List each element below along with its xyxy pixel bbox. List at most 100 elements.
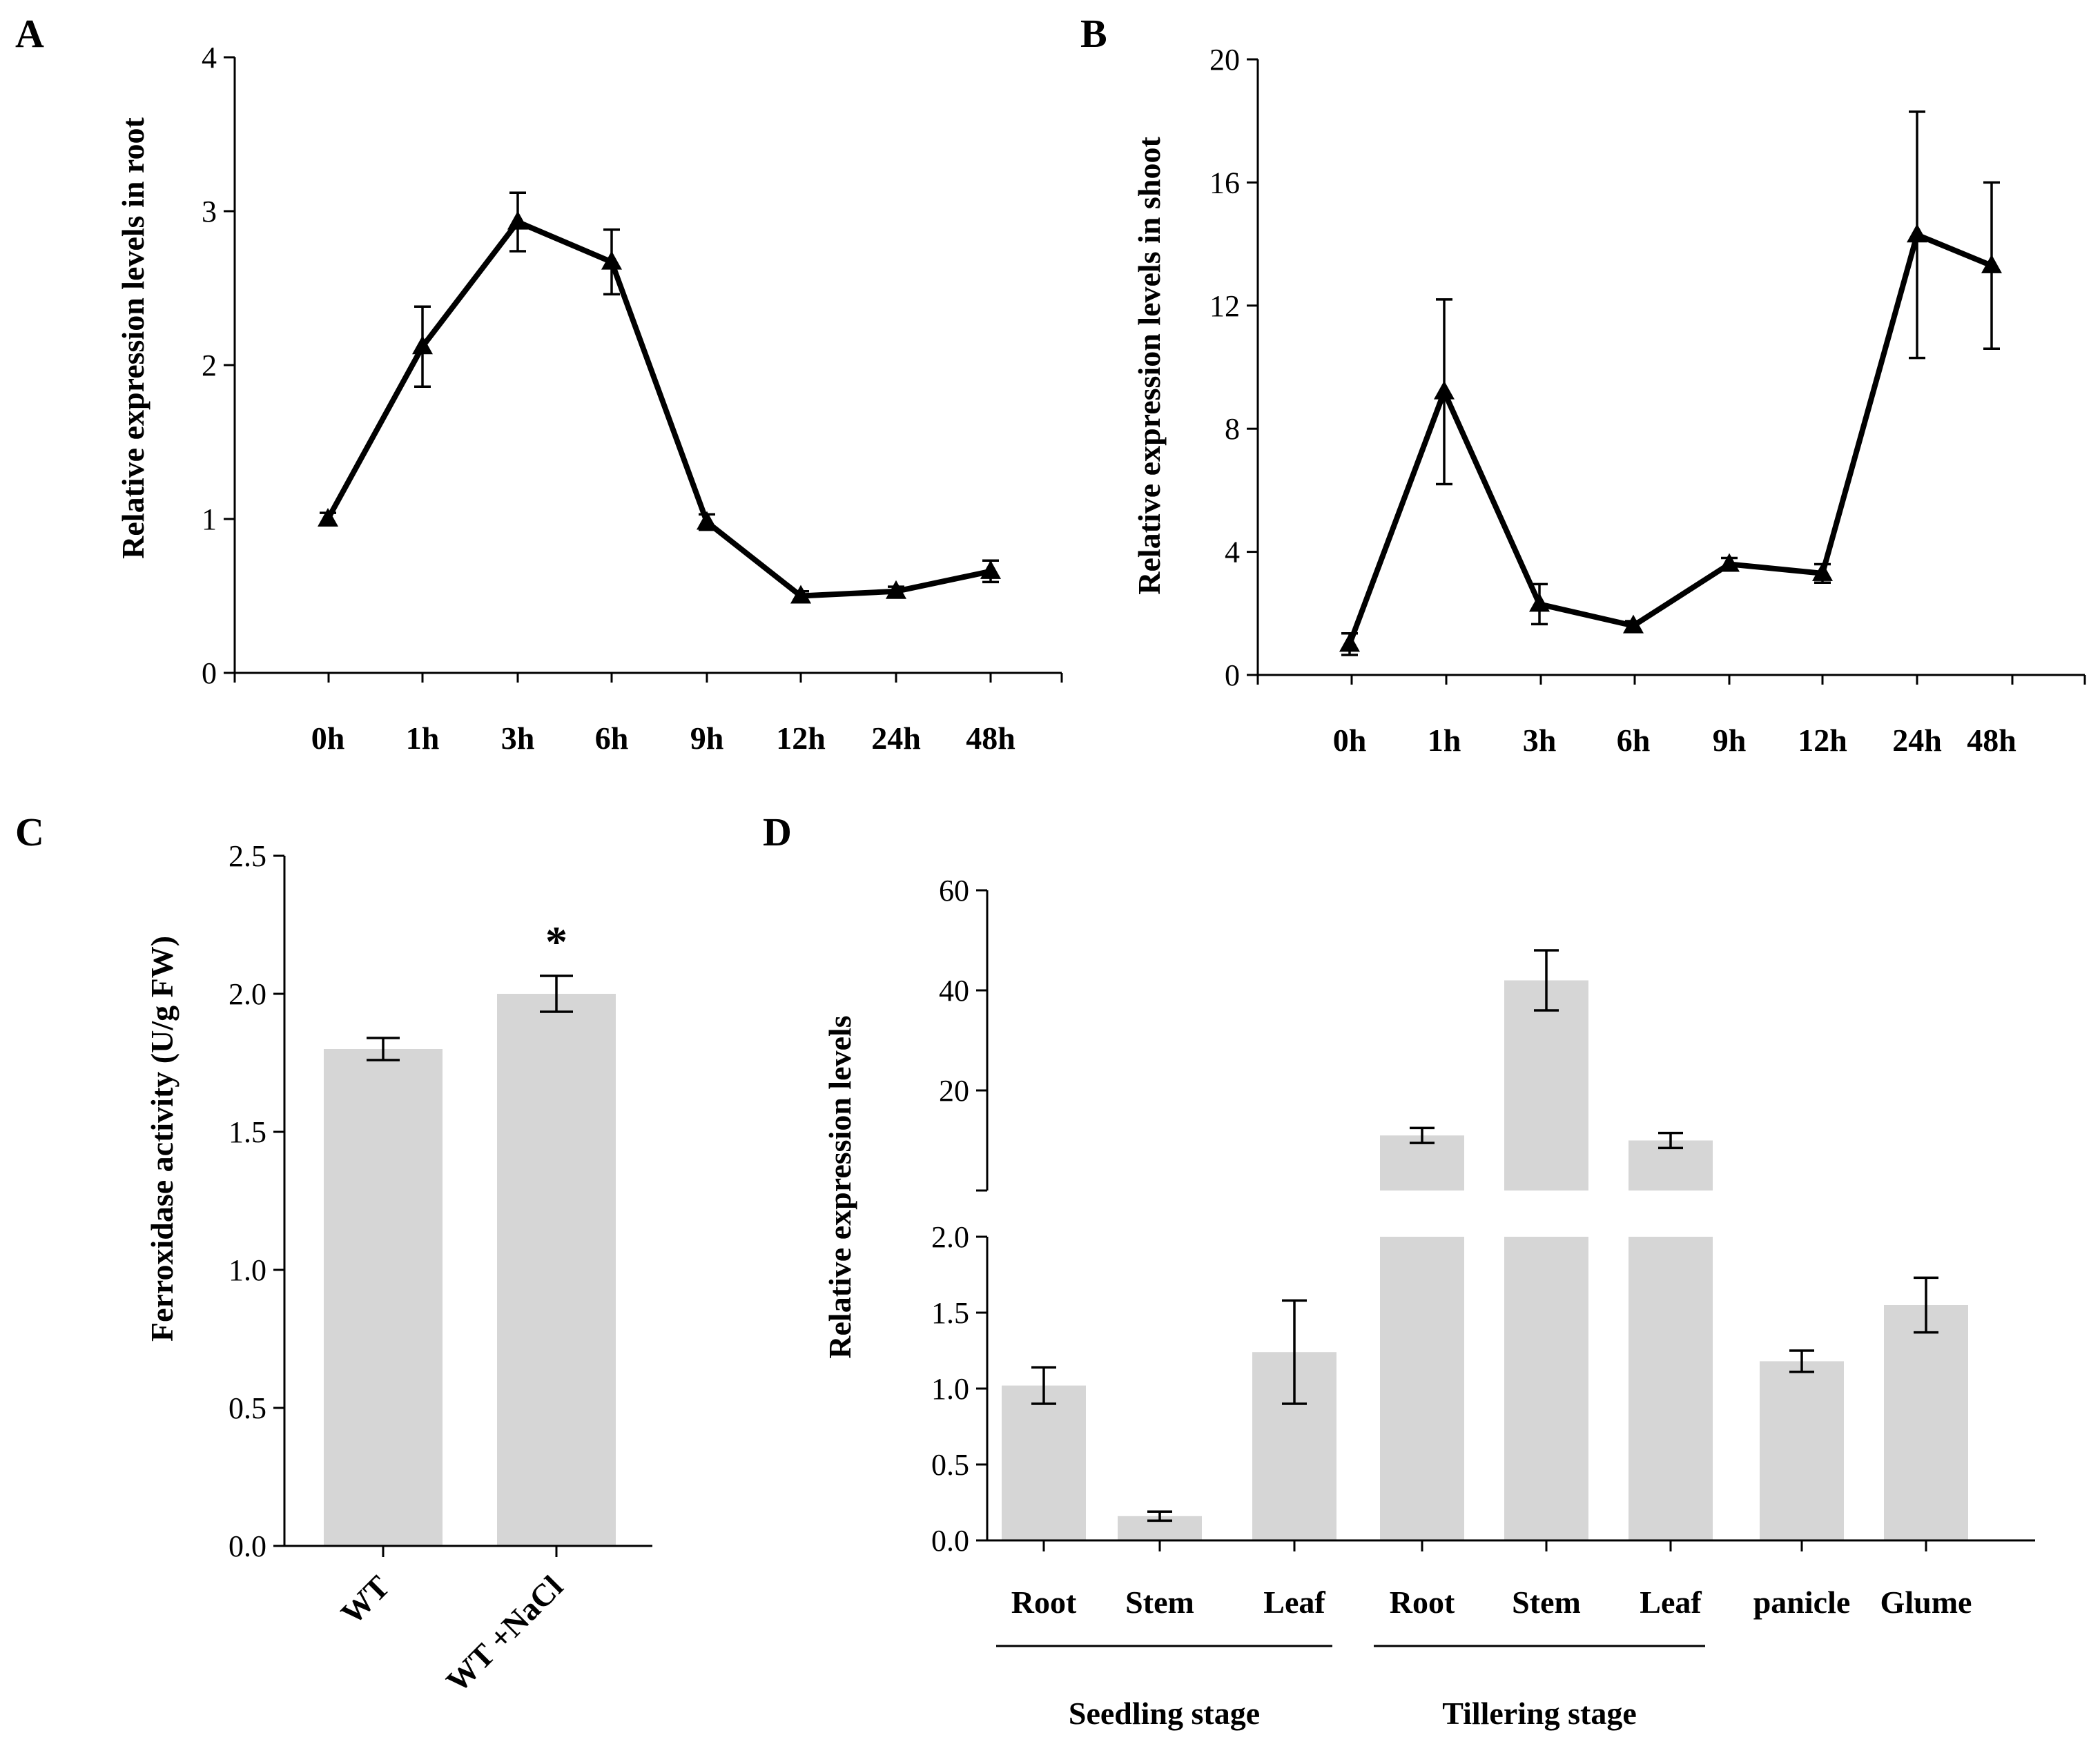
y-tick-label: 1 (202, 502, 217, 536)
y-tick-label: 1.5 (229, 1115, 266, 1149)
panel-b-axes (1256, 59, 2085, 676)
data-point (1623, 614, 1644, 634)
x-category-label: 48h (966, 721, 1015, 756)
bar (1884, 1305, 1968, 1540)
significance-marker: * (545, 917, 567, 966)
data-point (1529, 593, 1550, 612)
y-tick-label: 40 (939, 974, 969, 1008)
error-bar (1031, 1366, 1056, 1405)
panel-c-y-axis-label: Ferroxidase activity (U/g FW) (144, 936, 179, 1342)
bar (1760, 1361, 1844, 1540)
y-tick-label: 12 (1209, 289, 1240, 323)
x-category-label: 6h (1617, 723, 1651, 758)
data-point (697, 511, 717, 530)
data-point (1981, 254, 2002, 273)
y-tick-label: 60 (939, 874, 969, 908)
y-tick-label: 4 (1225, 536, 1240, 569)
y-tick-label: 16 (1209, 166, 1240, 199)
data-point (1434, 380, 1455, 400)
y-tick-label: 4 (202, 41, 217, 75)
bar-lower-segment (1504, 1237, 1588, 1540)
y-tick-label: 0.0 (931, 1524, 969, 1558)
x-category-label: 6h (595, 721, 629, 756)
error-bar (540, 974, 573, 1013)
y-tick-label: 20 (1209, 43, 1240, 77)
data-point (1812, 562, 1833, 581)
panel-b-y-axis-label: Relative expression levels in shoot (1131, 137, 1167, 595)
panel-a-letter: A (15, 11, 44, 56)
data-point (507, 210, 528, 230)
bar (324, 1049, 443, 1546)
error-bar (1282, 1299, 1307, 1405)
x-category-label: 0h (1333, 723, 1367, 758)
x-category-label: 9h (1713, 723, 1747, 758)
bar (497, 994, 616, 1546)
panel-b-letter: B (1080, 11, 1107, 56)
y-tick-label: 2.0 (931, 1220, 969, 1254)
x-category-label: 0h (311, 721, 345, 756)
error-bar (1914, 1276, 1938, 1334)
panel-a: A Relative expression levels in root 012… (15, 11, 1063, 756)
x-category-label: WT +NaCl (439, 1569, 570, 1699)
y-tick-label: 2.5 (229, 839, 266, 873)
y-tick-label: 2.0 (229, 977, 266, 1011)
error-bar (1147, 1510, 1172, 1522)
y-tick-label: 3 (202, 195, 217, 228)
data-point (1907, 224, 1927, 243)
y-tick-label: 20 (939, 1074, 969, 1108)
x-category-label: 3h (1523, 723, 1557, 758)
y-tick-label: 8 (1225, 412, 1240, 446)
x-category-label: Root (1390, 1585, 1455, 1620)
x-category-label: Leaf (1263, 1585, 1325, 1620)
data-point (1339, 633, 1360, 652)
x-category-label: Root (1011, 1585, 1077, 1620)
series-line (1347, 232, 1993, 645)
panel-a-y-axis-label: Relative expression levels in root (115, 117, 150, 558)
bar (1002, 1385, 1086, 1540)
error-bar (1410, 1126, 1435, 1144)
group-label: Seedling stage (1069, 1696, 1260, 1731)
y-tick-label: 0.5 (931, 1448, 969, 1482)
bar-upper-segment (1380, 1135, 1464, 1191)
error-bar (1789, 1349, 1814, 1373)
panel-d-letter: D (763, 810, 792, 854)
y-tick-label: 1.0 (931, 1372, 969, 1406)
x-category-label: 24h (871, 721, 921, 756)
error-bar (1534, 949, 1559, 1012)
y-tick-label: 1.5 (931, 1296, 969, 1330)
x-category-label: 12h (776, 721, 826, 756)
bar-lower-segment (1629, 1237, 1713, 1540)
x-category-label: Stem (1512, 1585, 1581, 1620)
data-point (412, 335, 433, 355)
y-tick-label: 1.0 (229, 1253, 266, 1287)
y-tick-label: 0.0 (229, 1529, 266, 1563)
panel-d: D Relative expression levels 0.0 0.5 1.0 1.… (763, 810, 2035, 1731)
x-category-label: 12h (1798, 723, 1847, 758)
x-category-label: WT (334, 1569, 396, 1631)
x-category-label: panicle (1753, 1585, 1851, 1620)
data-point (601, 251, 622, 270)
data-point (318, 508, 338, 527)
x-category-label: 9h (690, 721, 724, 756)
panel-c-letter: C (15, 810, 44, 854)
panel-b: B Relative expression levels in shoot 0 4… (1080, 11, 2086, 758)
y-tick-label: 0 (1225, 658, 1240, 692)
y-tick-label: 0 (202, 656, 217, 690)
data-point (1719, 553, 1740, 572)
x-category-label: 1h (1428, 723, 1461, 758)
bar-lower-segment (1380, 1237, 1464, 1540)
x-category-label: Leaf (1640, 1585, 1702, 1620)
error-bar (1658, 1131, 1683, 1150)
error-bar (367, 1037, 400, 1061)
x-category-label: 1h (406, 721, 440, 756)
panel-c: C Ferroxidase activity (U/g FW) 0.0 0.5 1.… (15, 810, 652, 1699)
x-category-label: Glume (1880, 1585, 1972, 1620)
x-category-label: 3h (501, 721, 535, 756)
data-point (980, 560, 1001, 579)
group-label: Tillering stage (1442, 1696, 1637, 1731)
panel-d-y-axis-label: Relative expression levels (822, 1015, 857, 1358)
y-tick-label: 0.5 (229, 1391, 266, 1425)
bar-upper-segment (1504, 980, 1588, 1191)
data-point (886, 580, 906, 599)
